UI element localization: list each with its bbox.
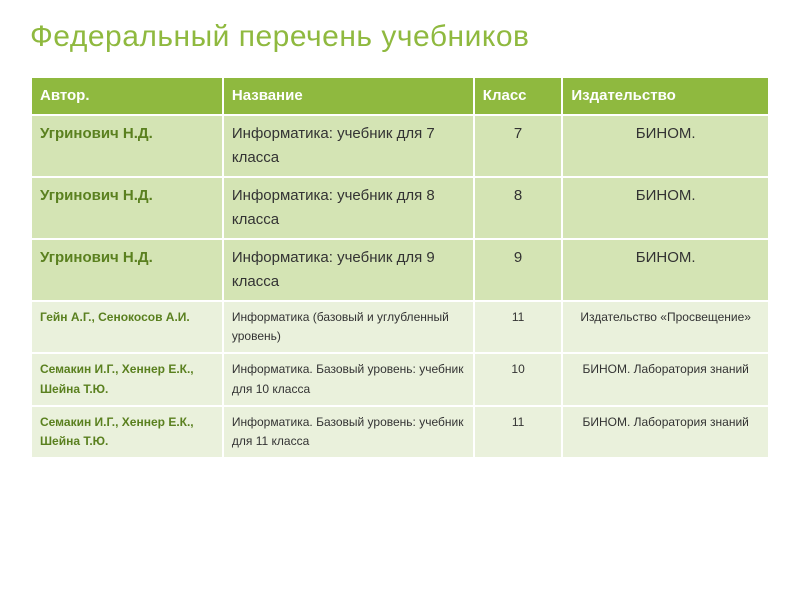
textbook-table: Автор. Название Класс Издательство Угрин… bbox=[30, 76, 770, 459]
table-row: Угринович Н.Д.Информатика: учебник для 7… bbox=[31, 115, 769, 177]
cell-publisher: БИНОМ. bbox=[562, 115, 769, 177]
cell-author: Семакин И.Г., Хеннер Е.К., Шейна Т.Ю. bbox=[31, 353, 223, 405]
cell-author: Гейн А.Г., Сенокосов А.И. bbox=[31, 301, 223, 353]
table-row: Семакин И.Г., Хеннер Е.К., Шейна Т.Ю.Инф… bbox=[31, 406, 769, 458]
cell-grade: 11 bbox=[474, 406, 563, 458]
cell-grade: 10 bbox=[474, 353, 563, 405]
cell-publisher: БИНОМ. Лаборатория знаний bbox=[562, 353, 769, 405]
cell-grade: 7 bbox=[474, 115, 563, 177]
table-row: Угринович Н.Д.Информатика: учебник для 8… bbox=[31, 177, 769, 239]
cell-author: Угринович Н.Д. bbox=[31, 115, 223, 177]
cell-title: Информатика: учебник для 8 класса bbox=[223, 177, 474, 239]
table-header-row: Автор. Название Класс Издательство bbox=[31, 77, 769, 115]
cell-author: Угринович Н.Д. bbox=[31, 177, 223, 239]
cell-title: Информатика. Базовый уровень: учебник дл… bbox=[223, 406, 474, 458]
cell-grade: 8 bbox=[474, 177, 563, 239]
cell-publisher: БИНОМ. Лаборатория знаний bbox=[562, 406, 769, 458]
table-row: Угринович Н.Д.Информатика: учебник для 9… bbox=[31, 239, 769, 301]
header-author: Автор. bbox=[31, 77, 223, 115]
cell-grade: 9 bbox=[474, 239, 563, 301]
cell-publisher: БИНОМ. bbox=[562, 177, 769, 239]
table-row: Гейн А.Г., Сенокосов А.И.Информатика (ба… bbox=[31, 301, 769, 353]
cell-title: Информатика: учебник для 7 класса bbox=[223, 115, 474, 177]
table-row: Семакин И.Г., Хеннер Е.К., Шейна Т.Ю.Инф… bbox=[31, 353, 769, 405]
cell-title: Информатика: учебник для 9 класса bbox=[223, 239, 474, 301]
page-title: Федеральный перечень учебников bbox=[30, 20, 770, 54]
header-publisher: Издательство bbox=[562, 77, 769, 115]
cell-grade: 11 bbox=[474, 301, 563, 353]
cell-author: Угринович Н.Д. bbox=[31, 239, 223, 301]
cell-publisher: БИНОМ. bbox=[562, 239, 769, 301]
header-title: Название bbox=[223, 77, 474, 115]
cell-author: Семакин И.Г., Хеннер Е.К., Шейна Т.Ю. bbox=[31, 406, 223, 458]
header-grade: Класс bbox=[474, 77, 563, 115]
cell-publisher: Издательство «Просвещение» bbox=[562, 301, 769, 353]
cell-title: Информатика (базовый и углубленный урове… bbox=[223, 301, 474, 353]
cell-title: Информатика. Базовый уровень: учебник дл… bbox=[223, 353, 474, 405]
